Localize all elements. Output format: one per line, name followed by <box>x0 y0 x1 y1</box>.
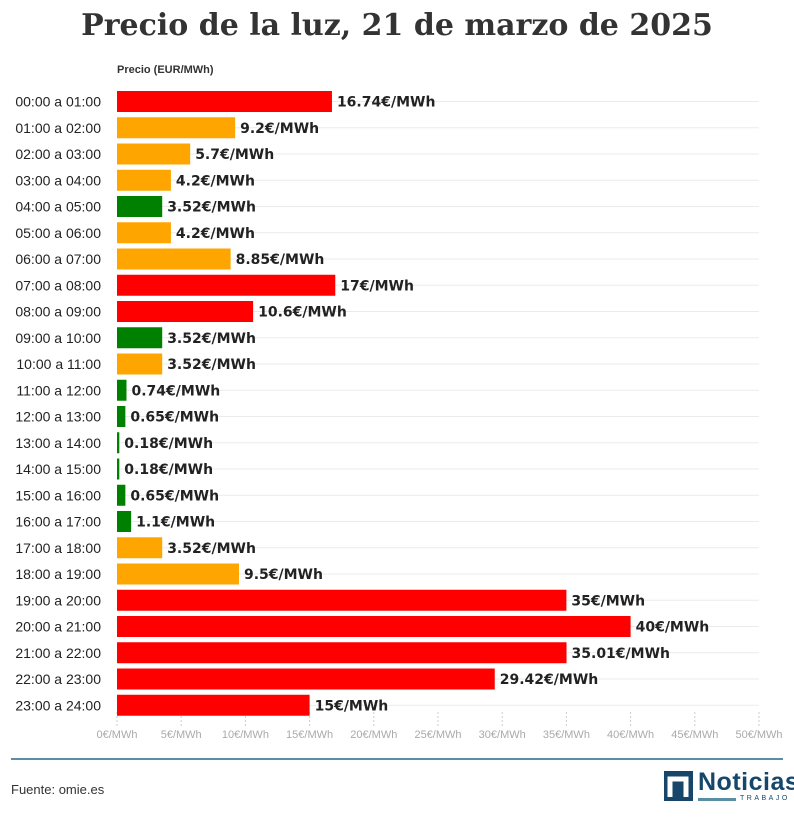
x-tick-label: 30€/MWh <box>479 729 526 741</box>
bar <box>117 642 567 664</box>
noticias-trabajo-logo: Noticias TRABAJO <box>664 768 794 805</box>
footer-divider <box>11 758 783 760</box>
category-label: 05:00 a 06:00 <box>15 225 101 241</box>
category-label: 00:00 a 01:00 <box>15 94 101 110</box>
value-label: 3.52€/MWh <box>167 541 256 557</box>
bar <box>117 511 132 532</box>
logo-mark-icon <box>664 771 693 801</box>
value-label: 16.74€/MWh <box>337 95 435 111</box>
x-tick-label: 0€/MWh <box>97 729 138 741</box>
bar <box>117 406 126 427</box>
category-label: 23:00 a 24:00 <box>15 697 101 713</box>
category-label: 07:00 a 08:00 <box>15 277 101 293</box>
value-label: 15€/MWh <box>315 698 389 714</box>
category-label: 22:00 a 23:00 <box>15 671 101 687</box>
category-label: 19:00 a 20:00 <box>15 592 101 608</box>
category-label: 11:00 a 12:00 <box>16 382 101 398</box>
x-tick-label: 20€/MWh <box>350 729 397 741</box>
value-label: 40€/MWh <box>636 620 710 636</box>
value-label: 9.2€/MWh <box>240 121 319 137</box>
value-label: 3.52€/MWh <box>167 357 256 373</box>
value-label: 17€/MWh <box>340 278 414 294</box>
value-label: 0.18€/MWh <box>124 436 213 452</box>
value-label: 8.85€/MWh <box>236 252 325 268</box>
value-label: 0.65€/MWh <box>130 488 219 504</box>
value-label: 3.52€/MWh <box>167 200 256 216</box>
value-label: 10.6€/MWh <box>258 305 347 321</box>
x-tick-label: 40€/MWh <box>607 729 654 741</box>
x-tick-label: 15€/MWh <box>286 729 333 741</box>
category-label: 21:00 a 22:00 <box>15 645 101 661</box>
value-label: 1.1€/MWh <box>136 515 215 531</box>
bar <box>117 117 236 139</box>
bar <box>117 694 310 716</box>
bar <box>117 458 120 480</box>
bar <box>117 143 191 165</box>
x-tick-label: 5€/MWh <box>161 729 202 741</box>
source-text: Fuente: omie.es <box>11 782 105 797</box>
category-label: 08:00 a 09:00 <box>15 304 101 320</box>
bar <box>117 353 163 375</box>
bar <box>117 222 171 244</box>
x-tick-label: 25€/MWh <box>414 729 461 741</box>
bar <box>117 484 126 506</box>
bar <box>117 379 127 401</box>
category-label: 17:00 a 18:00 <box>15 540 101 556</box>
value-label: 0.65€/MWh <box>130 410 219 426</box>
bar <box>117 563 239 585</box>
bar <box>117 169 171 191</box>
bar <box>117 91 332 112</box>
bar <box>117 616 631 637</box>
x-tick-label: 45€/MWh <box>671 729 718 741</box>
category-label: 15:00 a 16:00 <box>15 487 101 503</box>
bar <box>117 196 163 217</box>
bar <box>117 432 120 454</box>
value-label: 0.18€/MWh <box>124 462 213 478</box>
category-label: 09:00 a 10:00 <box>15 330 101 346</box>
category-label: 14:00 a 15:00 <box>15 461 101 477</box>
bar <box>117 327 163 349</box>
x-tick-label: 35€/MWh <box>543 729 590 741</box>
category-label: 03:00 a 04:00 <box>15 172 101 188</box>
bar <box>117 589 567 611</box>
category-label: 10:00 a 11:00 <box>16 356 101 372</box>
logo-name: Noticias <box>698 768 794 796</box>
x-tick-label: 10€/MWh <box>222 729 269 741</box>
value-label: 9.5€/MWh <box>244 567 323 583</box>
logo-subtitle: TRABAJO <box>740 795 790 802</box>
category-label: 02:00 a 03:00 <box>15 146 101 162</box>
value-label: 35€/MWh <box>571 593 645 609</box>
value-label: 35.01€/MWh <box>572 646 670 662</box>
bar <box>117 537 163 559</box>
category-label: 13:00 a 14:00 <box>15 435 101 451</box>
value-label: 5.7€/MWh <box>195 147 274 163</box>
bar <box>117 248 231 270</box>
bar <box>117 274 336 296</box>
bar-chart: Precio (EUR/MWh) 0€/MWh 5€/MWh 10€/MWh 15€/M… <box>15 64 782 741</box>
category-label: 06:00 a 07:00 <box>15 251 101 267</box>
value-label: 0.74€/MWh <box>132 383 221 399</box>
y-axis-label: Precio (EUR/MWh) <box>117 64 214 76</box>
chart-title: Precio de la luz, 21 de marzo de 2025 <box>81 8 713 43</box>
value-label: 3.52€/MWh <box>167 331 256 347</box>
value-label: 4.2€/MWh <box>176 173 255 189</box>
category-label: 18:00 a 19:00 <box>15 566 101 582</box>
category-label: 12:00 a 13:00 <box>15 409 101 425</box>
category-label: 20:00 a 21:00 <box>15 619 101 635</box>
x-tick-label: 50€/MWh <box>735 729 782 741</box>
bar <box>117 301 254 322</box>
bar <box>117 668 495 690</box>
value-label: 29.42€/MWh <box>500 672 598 688</box>
category-label: 16:00 a 17:00 <box>15 514 101 530</box>
logo-rule <box>698 798 736 801</box>
category-label: 04:00 a 05:00 <box>15 199 101 215</box>
value-label: 4.2€/MWh <box>176 226 255 242</box>
category-label: 01:00 a 02:00 <box>15 120 101 136</box>
